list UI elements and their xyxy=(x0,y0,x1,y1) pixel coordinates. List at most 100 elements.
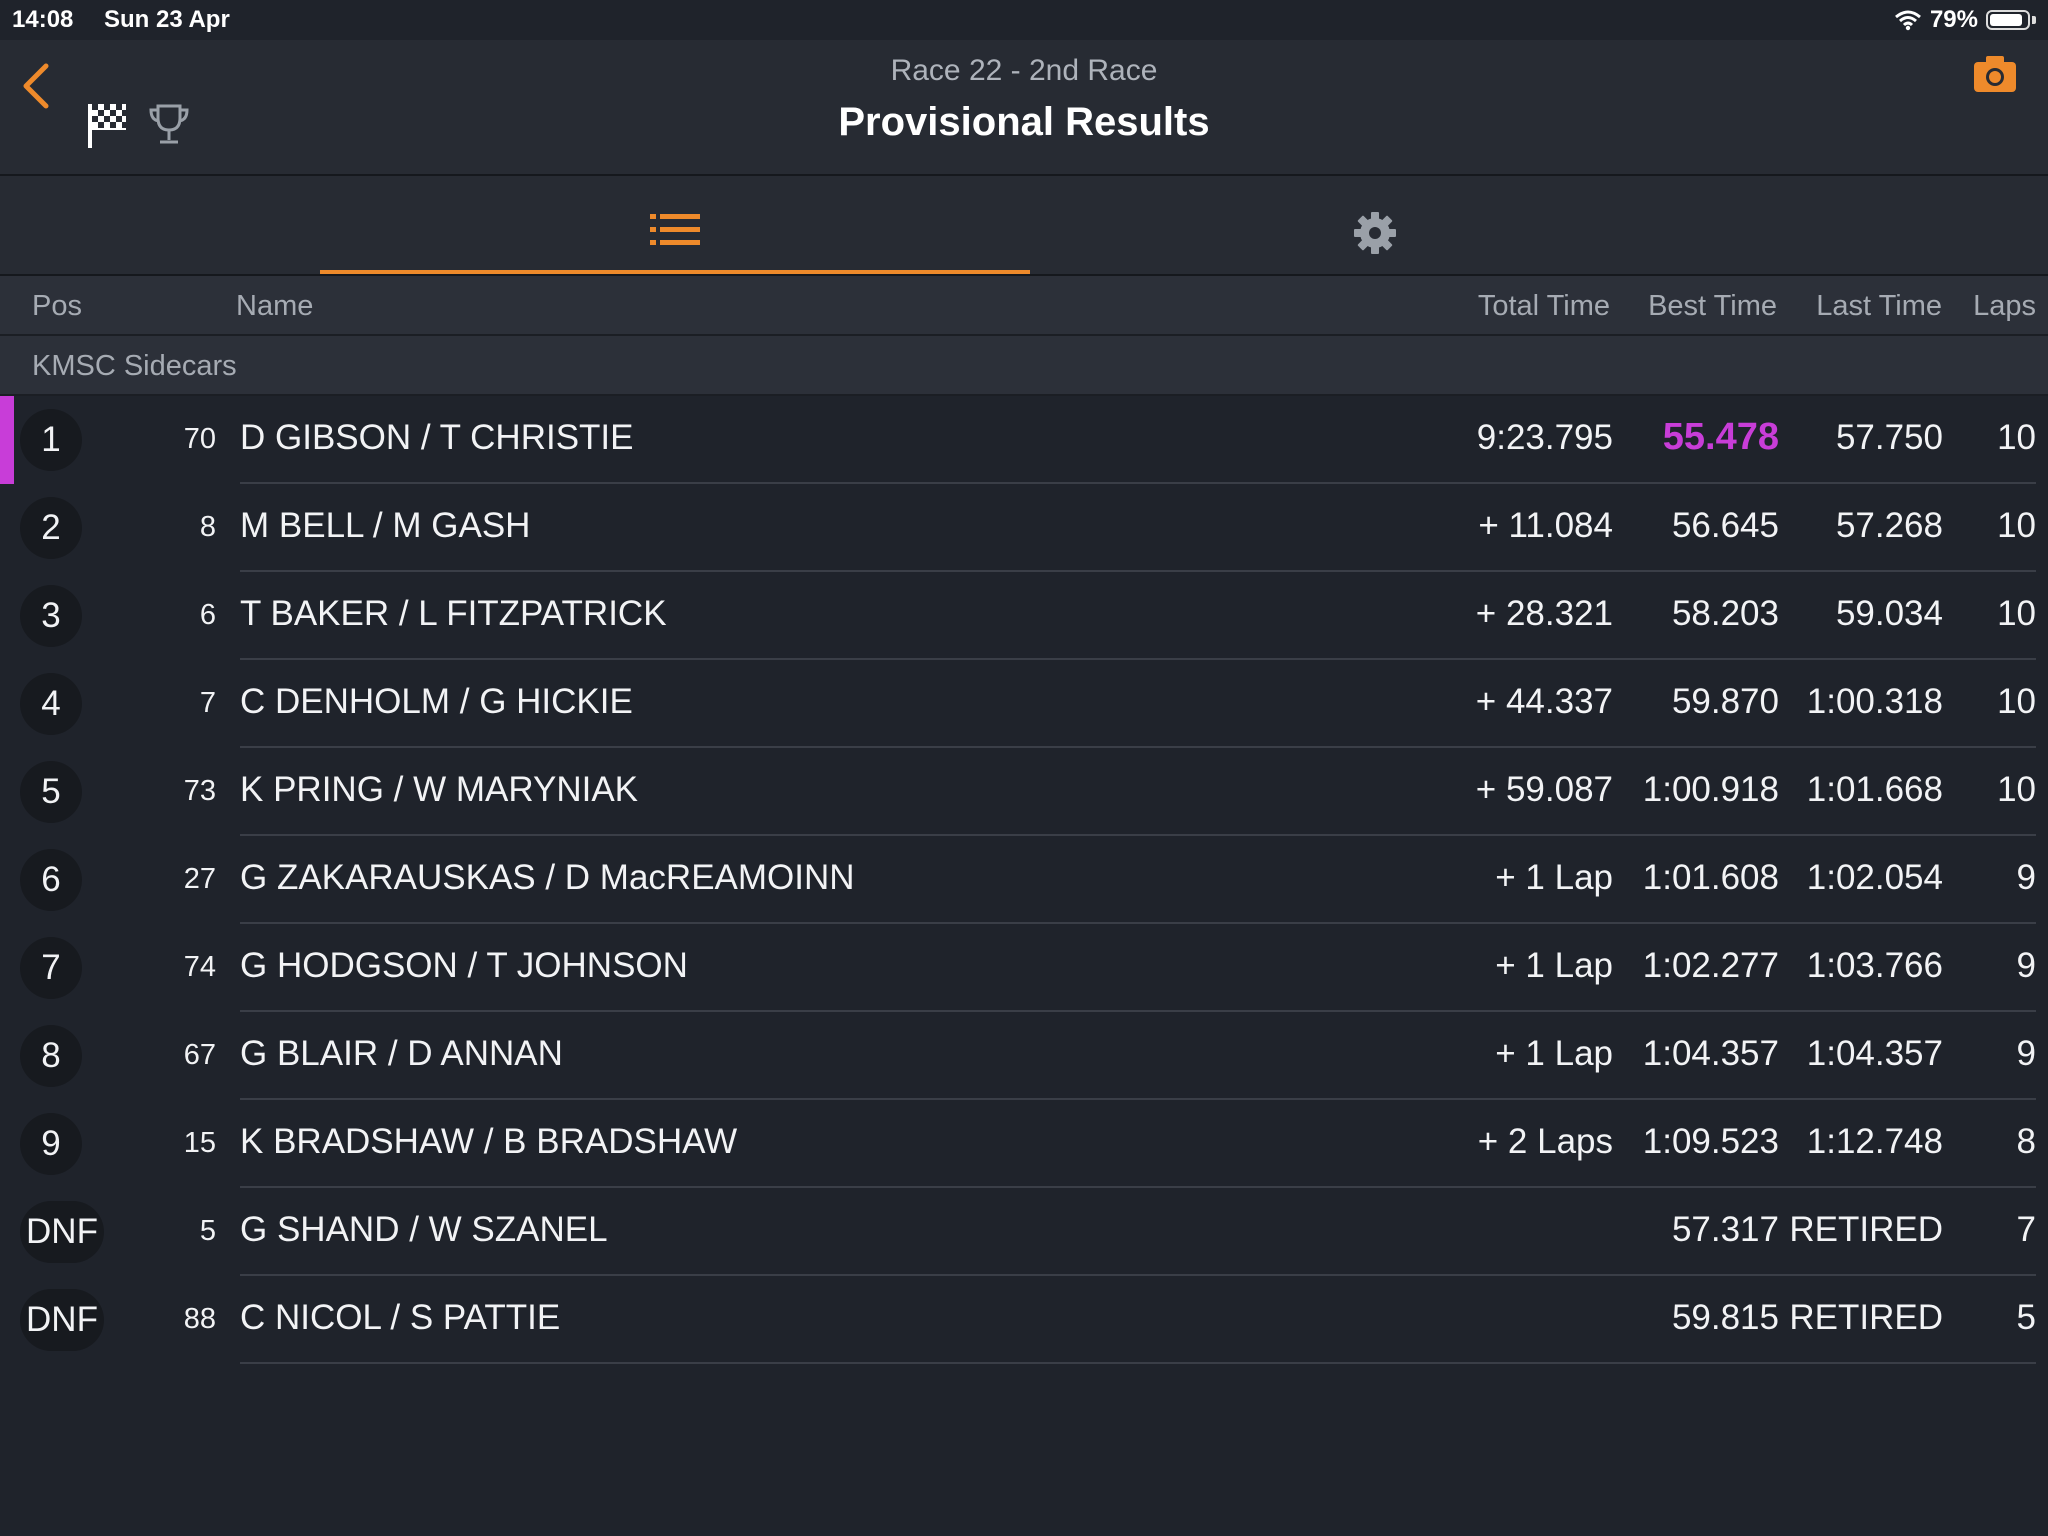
col-last-time[interactable]: Last Time xyxy=(1816,290,1942,322)
trophy-icon[interactable] xyxy=(148,102,190,148)
total-time: + 44.337 xyxy=(1475,682,1613,721)
laps: 10 xyxy=(1997,770,2036,809)
result-row[interactable]: 5 73 K PRING / W MARYNIAK + 59.087 1:00.918 1… xyxy=(0,748,2048,836)
rider-names: G BLAIR / D ANNAN xyxy=(240,1034,563,1073)
total-time: + 1 Lap xyxy=(1495,858,1613,897)
total-time: + 1 Lap xyxy=(1495,1034,1613,1073)
class-group-header: KMSC Sidecars xyxy=(0,336,2048,396)
tab-bar xyxy=(0,176,2048,276)
row-divider xyxy=(240,746,2036,748)
rider-names: T BAKER / L FITZPATRICK xyxy=(240,594,667,633)
best-time: 57.317 xyxy=(1671,1210,1779,1249)
total-time: + 28.321 xyxy=(1475,594,1613,633)
col-name[interactable]: Name xyxy=(236,290,314,322)
battery-percent: 79% xyxy=(1929,6,1978,33)
wifi-icon xyxy=(1894,10,1921,31)
laps: 8 xyxy=(2016,1122,2036,1161)
last-time: RETIRED xyxy=(1789,1298,1943,1337)
position-badge: 7 xyxy=(20,937,82,999)
best-time: 1:01.608 xyxy=(1642,858,1779,897)
rider-names: G SHAND / W SZANEL xyxy=(240,1210,608,1249)
col-total-time[interactable]: Total Time xyxy=(1477,290,1610,322)
gear-icon xyxy=(1354,212,1396,254)
rider-number: 74 xyxy=(183,951,216,983)
result-row[interactable]: 9 15 K BRADSHAW / B BRADSHAW + 2 Laps 1:09.5… xyxy=(0,1100,2048,1188)
laps: 9 xyxy=(2016,1034,2036,1073)
result-row[interactable]: 6 27 G ZAKARAUSKAS / D MacREAMOINN + 1 Lap 1… xyxy=(0,836,2048,924)
position-badge: DNF xyxy=(20,1201,104,1263)
laps: 5 xyxy=(2016,1298,2036,1337)
rider-names: G HODGSON / T JOHNSON xyxy=(240,946,688,985)
row-divider xyxy=(240,570,2036,572)
status-time: 14:08 xyxy=(12,6,74,33)
laps: 10 xyxy=(1997,594,2036,633)
navigation-bar: Race 22 - 2nd Race Provisional Results xyxy=(0,40,2048,176)
status-date: Sun 23 Apr xyxy=(104,6,230,33)
last-time: 59.034 xyxy=(1835,594,1943,633)
best-time: 55.478 xyxy=(1662,416,1779,458)
tab-results-list[interactable] xyxy=(320,176,1030,274)
race-subtitle: Race 22 - 2nd Race xyxy=(890,54,1158,87)
rider-number: 88 xyxy=(183,1303,216,1335)
row-divider xyxy=(240,1010,2036,1012)
camera-icon[interactable] xyxy=(1972,54,2018,94)
result-row[interactable]: 1 70 D GIBSON / T CHRISTIE 9:23.795 55.478 57… xyxy=(0,396,2048,484)
class-name: KMSC Sidecars xyxy=(32,350,237,382)
last-time: 1:02.054 xyxy=(1806,858,1943,897)
result-row[interactable]: 7 74 G HODGSON / T JOHNSON + 1 Lap 1:02.277 1… xyxy=(0,924,2048,1012)
page-title: Provisional Results xyxy=(838,100,1210,144)
status-bar: 14:08 Sun 23 Apr 79% xyxy=(0,0,2048,40)
col-laps[interactable]: Laps xyxy=(1973,290,2036,322)
battery-icon xyxy=(1986,10,2030,30)
rider-names: G ZAKARAUSKAS / D MacREAMOINN xyxy=(240,858,855,897)
position-badge: 3 xyxy=(20,585,82,647)
rider-number: 15 xyxy=(183,1127,216,1159)
position-badge: 4 xyxy=(20,673,82,735)
last-time: 1:12.748 xyxy=(1806,1122,1943,1161)
row-divider xyxy=(240,482,2036,484)
result-row[interactable]: DNF 88 C NICOL / S PATTIE 59.815 RETIRED 5 xyxy=(0,1276,2048,1364)
result-row[interactable]: 3 6 T BAKER / L FITZPATRICK + 28.321 58.203 5… xyxy=(0,572,2048,660)
rider-names: M BELL / M GASH xyxy=(240,506,531,545)
checkered-flag-icon[interactable] xyxy=(86,100,130,150)
best-time: 1:02.277 xyxy=(1642,946,1779,985)
active-tab-indicator xyxy=(320,270,1030,274)
back-button[interactable] xyxy=(18,58,58,118)
laps: 10 xyxy=(1997,418,2036,457)
total-time: + 1 Lap xyxy=(1495,946,1613,985)
best-time: 59.815 xyxy=(1671,1298,1779,1337)
rider-names: D GIBSON / T CHRISTIE xyxy=(240,418,634,457)
last-time: 1:01.668 xyxy=(1806,770,1943,809)
rider-names: K BRADSHAW / B BRADSHAW xyxy=(240,1122,738,1161)
status-right: 79% xyxy=(1894,6,2036,34)
rider-number: 7 xyxy=(199,687,216,719)
position-badge: 2 xyxy=(20,497,82,559)
laps: 9 xyxy=(2016,946,2036,985)
row-divider xyxy=(240,1362,2036,1364)
result-row[interactable]: 8 67 G BLAIR / D ANNAN + 1 Lap 1:04.357 1:04.… xyxy=(0,1012,2048,1100)
position-badge: 6 xyxy=(20,849,82,911)
rider-number: 27 xyxy=(183,863,216,895)
col-pos[interactable]: Pos xyxy=(32,290,82,322)
total-time: 9:23.795 xyxy=(1476,418,1613,457)
rider-number: 73 xyxy=(183,775,216,807)
col-best-time[interactable]: Best Time xyxy=(1648,290,1777,322)
total-time: + 2 Laps xyxy=(1477,1122,1613,1161)
result-row[interactable]: 2 8 M BELL / M GASH + 11.084 56.645 57.268 10 xyxy=(0,484,2048,572)
rider-number: 67 xyxy=(183,1039,216,1071)
row-divider xyxy=(240,1274,2036,1276)
rider-names: C DENHOLM / G HICKIE xyxy=(240,682,633,721)
result-row[interactable]: 4 7 C DENHOLM / G HICKIE + 44.337 59.870 1:00… xyxy=(0,660,2048,748)
laps: 7 xyxy=(2016,1210,2036,1249)
row-divider xyxy=(240,1186,2036,1188)
result-row[interactable]: DNF 5 G SHAND / W SZANEL 57.317 RETIRED 7 xyxy=(0,1188,2048,1276)
position-badge: 5 xyxy=(20,761,82,823)
tab-settings[interactable] xyxy=(1020,176,1730,274)
last-time: 57.750 xyxy=(1835,418,1943,457)
row-divider xyxy=(240,658,2036,660)
best-time: 1:09.523 xyxy=(1642,1122,1779,1161)
row-divider xyxy=(240,834,2036,836)
best-time: 59.870 xyxy=(1671,682,1779,721)
last-time: 57.268 xyxy=(1835,506,1943,545)
total-time: + 11.084 xyxy=(1478,506,1613,545)
